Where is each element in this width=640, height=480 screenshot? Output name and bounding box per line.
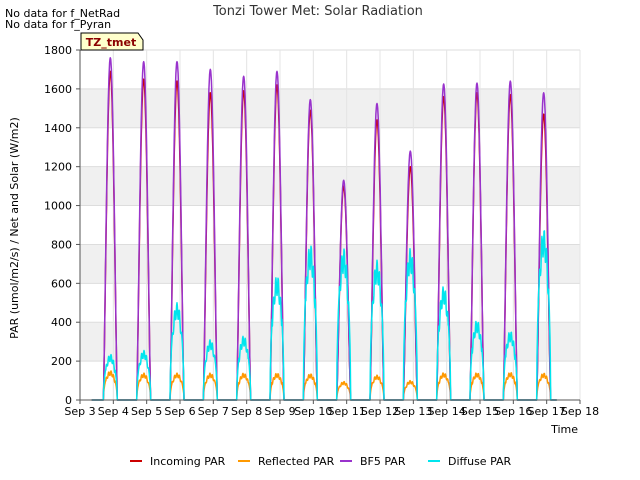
y-tick-label: 600	[51, 277, 72, 290]
x-tick-label: Sep 15	[461, 405, 499, 418]
x-tick-label: Sep 12	[361, 405, 399, 418]
grid-band	[80, 166, 580, 206]
grid-band	[80, 322, 580, 362]
x-tick-label: Sep 7	[198, 405, 229, 418]
y-tick-label: 200	[51, 355, 72, 368]
x-tick-label: Sep 14	[428, 405, 466, 418]
y-tick-label: 1000	[44, 200, 72, 213]
x-tick-label: Sep 9	[264, 405, 295, 418]
no-data-pyran-note: No data for f_Pyran	[5, 18, 112, 31]
y-tick-label: 800	[51, 238, 72, 251]
x-tick-label: Sep 10	[294, 405, 332, 418]
no-data-netrad-note: No data for f_NetRad	[5, 7, 121, 20]
legend-label: BF5 PAR	[360, 455, 406, 468]
legend-label: Reflected PAR	[258, 455, 335, 468]
x-tick-label: Sep 6	[164, 405, 195, 418]
tz-tmet-tag-box	[80, 32, 144, 51]
y-tick-label: 400	[51, 316, 72, 329]
x-axis-label: Time	[550, 423, 578, 436]
tz-tmet-tag-label: TZ_tmet	[86, 36, 136, 49]
x-tick-label: Sep 16	[494, 405, 532, 418]
y-tick-label: 1800	[44, 44, 72, 57]
grid-band	[80, 244, 580, 284]
x-tick-label: Sep 13	[394, 405, 432, 418]
y-axis-label: PAR (umol/m2/s) / Net and Solar (W/m2)	[8, 117, 21, 339]
x-tick-label: Sep 4	[98, 405, 129, 418]
y-tick-label: 1400	[44, 122, 72, 135]
x-tick-label: Sep 11	[328, 405, 366, 418]
y-tick-label: 1200	[44, 161, 72, 174]
chart-title: Tonzi Tower Met: Solar Radiation	[212, 4, 423, 19]
legend-label: Incoming PAR	[150, 455, 226, 468]
y-tick-label: 1600	[44, 83, 72, 96]
x-tick-label: Sep 17	[528, 405, 566, 418]
x-tick-label: Sep 3	[64, 405, 95, 418]
legend-label: Diffuse PAR	[448, 455, 512, 468]
x-tick-label: Sep 5	[131, 405, 162, 418]
grid-band	[80, 88, 580, 128]
y-tick-label: 0	[65, 394, 72, 407]
x-tick-label: Sep 8	[231, 405, 262, 418]
x-tick-label: Sep 18	[561, 405, 599, 418]
